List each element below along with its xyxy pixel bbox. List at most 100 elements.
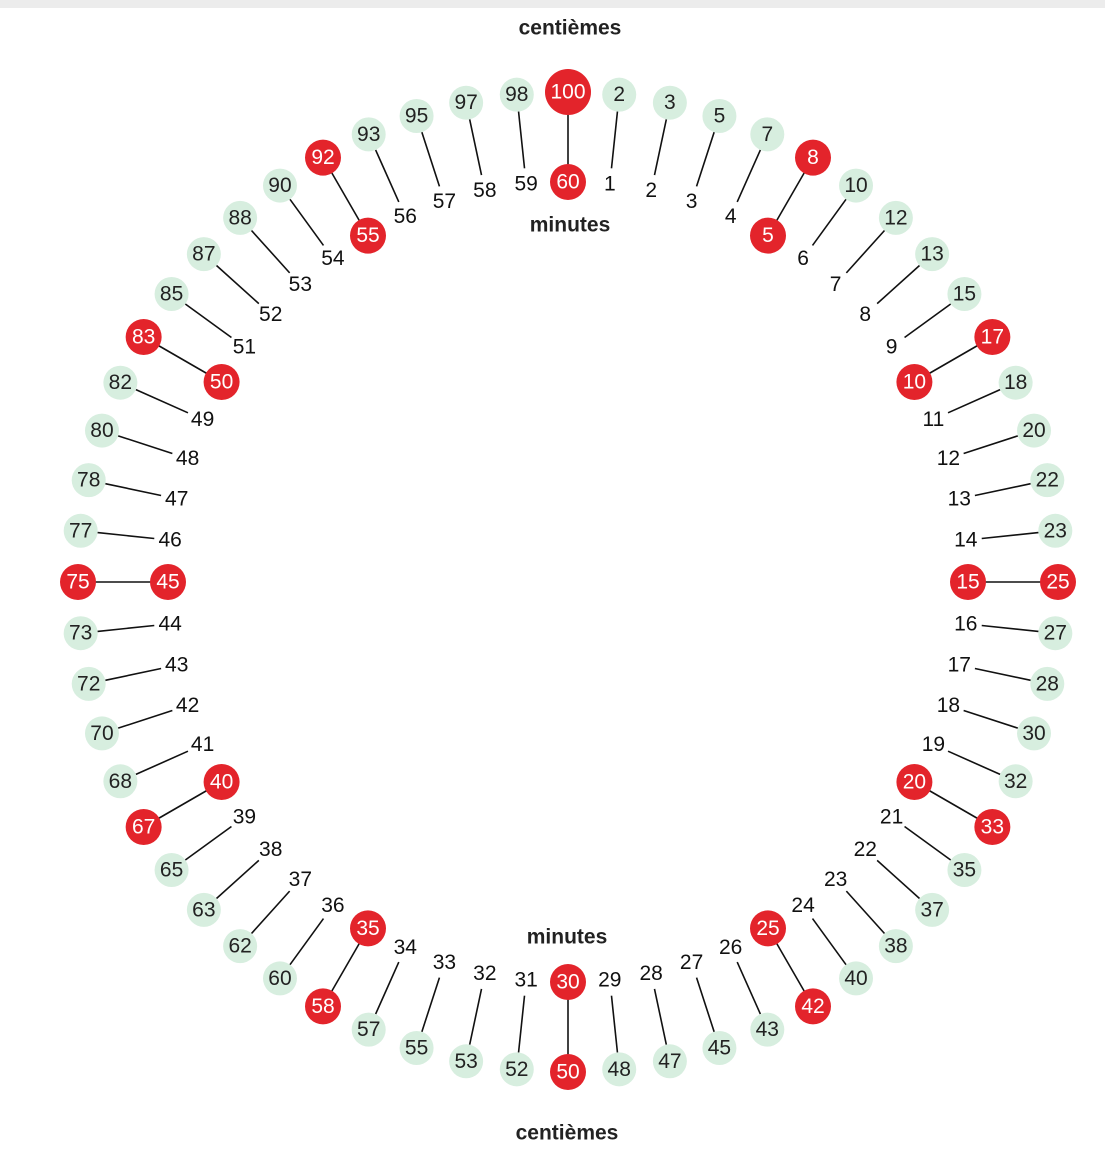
centieme-dot (154, 853, 189, 888)
minute-label: 15 (956, 571, 979, 594)
centieme-dot (351, 1012, 386, 1047)
minute-label: 39 (233, 806, 256, 829)
centieme-label: 53 (454, 1050, 477, 1073)
connector (157, 789, 209, 820)
connector (927, 344, 979, 375)
connector (105, 482, 162, 497)
centieme-label: 62 (228, 935, 251, 958)
minute-label: 34 (394, 936, 418, 959)
centieme-dot (795, 988, 831, 1025)
minute-label: 52 (259, 303, 282, 326)
minute-label: 24 (791, 894, 815, 917)
minute-label: 45 (156, 571, 179, 594)
minute-label: 36 (321, 894, 344, 917)
connector (904, 825, 952, 861)
connector (845, 229, 886, 274)
centieme-label: 43 (756, 1018, 779, 1041)
centieme-label: 78 (77, 469, 100, 492)
centieme-label: 98 (505, 83, 528, 106)
connector (695, 977, 715, 1033)
centieme-label: 27 (1044, 622, 1067, 645)
minute-label: 57 (433, 190, 456, 213)
centieme-label: 83 (132, 326, 155, 349)
minute-dot (550, 164, 586, 200)
centieme-dot (1038, 616, 1073, 651)
centieme-label: 65 (160, 859, 183, 882)
minute-dot (350, 910, 386, 947)
centieme-dot (795, 139, 831, 176)
label-minutes-top: minutes (530, 214, 611, 237)
minute-dot (350, 217, 386, 254)
connector (184, 303, 232, 339)
label-minutes-bottom: minutes (527, 926, 608, 949)
minute-label: 56 (394, 205, 417, 228)
centieme-dot (878, 200, 913, 235)
minute-label: 55 (356, 224, 379, 247)
centieme-dot (125, 319, 162, 355)
centieme-label: 13 (920, 243, 943, 266)
minute-label: 46 (159, 529, 182, 552)
centieme-dot (63, 513, 98, 548)
centieme-label: 50 (556, 1061, 579, 1084)
centieme-dot (125, 809, 162, 845)
centieme-dot (223, 200, 258, 235)
centieme-dot (103, 764, 138, 799)
minute-label: 20 (903, 771, 926, 794)
connector (981, 624, 1039, 633)
minute-dot (950, 564, 986, 600)
connector (289, 198, 325, 246)
centieme-label: 8 (807, 146, 819, 169)
connector (775, 171, 806, 223)
connector (974, 667, 1031, 682)
minute-label: 3 (686, 190, 698, 213)
minute-label: 35 (356, 917, 379, 940)
minute-label: 6 (797, 247, 809, 270)
minute-label: 7 (830, 273, 842, 296)
connector (981, 531, 1039, 540)
centieme-dot (702, 1031, 737, 1066)
centieme-label: 35 (953, 859, 976, 882)
connector (97, 624, 155, 633)
centieme-dot (915, 892, 950, 927)
connector (330, 171, 361, 223)
minute-dot (750, 217, 786, 254)
connector (736, 961, 762, 1015)
centieme-label: 45 (708, 1037, 731, 1060)
centieme-dot (71, 463, 106, 498)
minute-label: 21 (880, 806, 903, 829)
minute-label: 13 (948, 487, 971, 510)
centieme-label: 33 (981, 816, 1004, 839)
connector (876, 264, 921, 305)
centieme-dot (1040, 564, 1076, 600)
connector (974, 482, 1031, 497)
centieme-dot (84, 716, 119, 751)
connector (330, 941, 361, 993)
minute-label: 17 (948, 654, 971, 677)
centieme-dot (947, 853, 982, 888)
minute-dot (550, 964, 586, 1000)
centieme-label: 20 (1022, 419, 1045, 442)
centieme-label: 80 (90, 419, 113, 442)
centieme-label: 7 (761, 123, 773, 146)
connector (374, 149, 400, 203)
centieme-label: 88 (228, 206, 251, 229)
minute-label: 32 (473, 962, 496, 985)
minute-label: 27 (680, 951, 703, 974)
centieme-label: 73 (69, 622, 92, 645)
minute-label: 8 (859, 303, 871, 326)
connector (610, 995, 619, 1053)
minute-label: 19 (922, 733, 945, 756)
minute-label: 38 (259, 838, 282, 861)
connector (963, 435, 1019, 455)
connector (117, 709, 173, 729)
connector (250, 890, 291, 935)
minute-label: 49 (191, 408, 214, 431)
connector (811, 198, 847, 246)
connector (421, 977, 441, 1033)
connector (947, 388, 1001, 414)
centieme-dot (915, 237, 950, 272)
centieme-dot (998, 365, 1033, 400)
centieme-label: 100 (550, 81, 585, 104)
